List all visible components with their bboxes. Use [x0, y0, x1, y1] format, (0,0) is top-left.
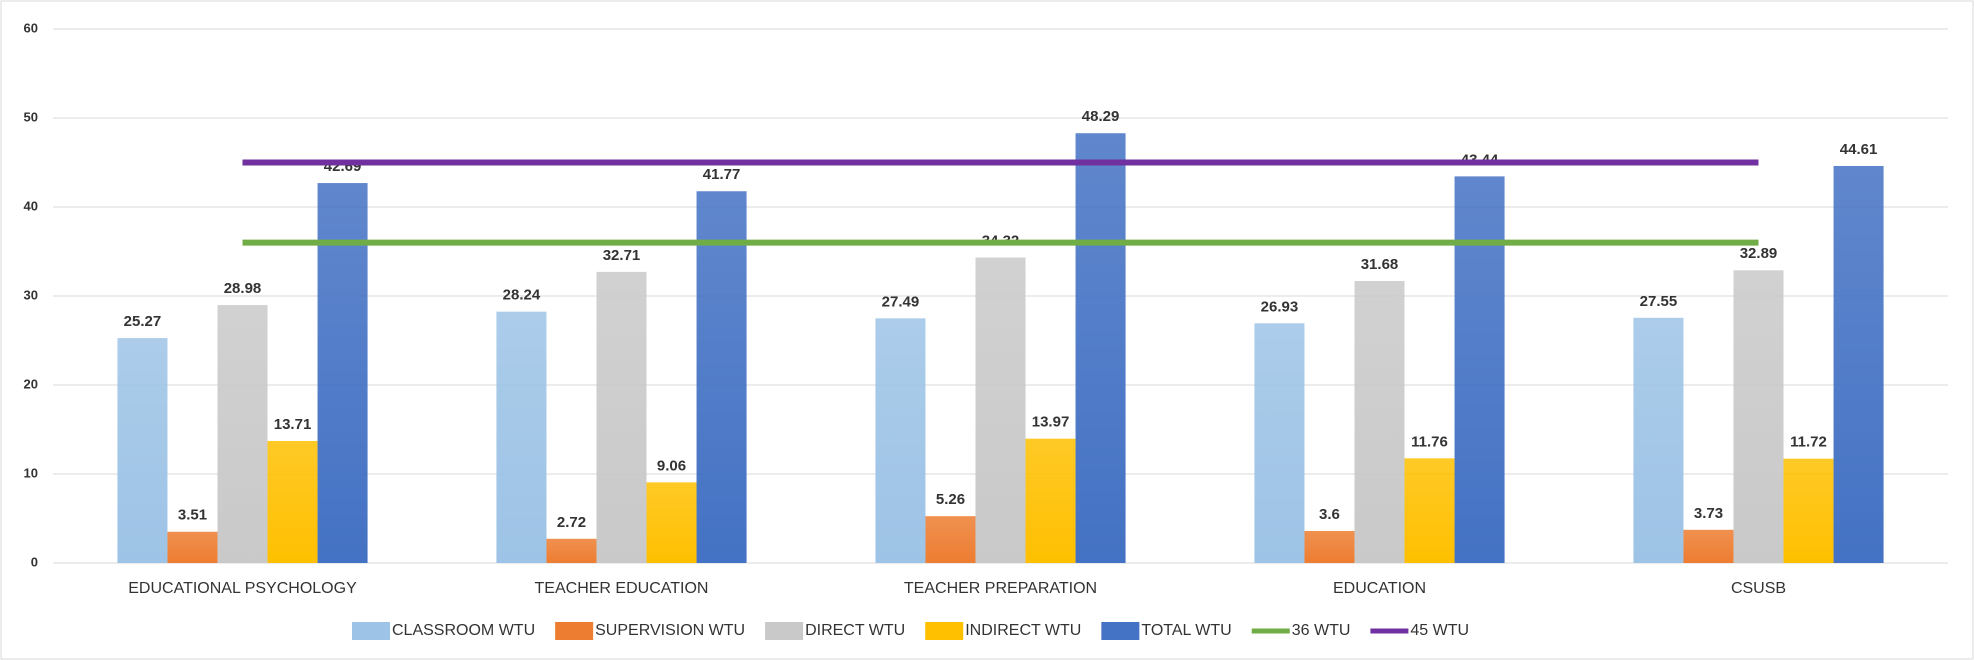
y-tick-label: 10 [24, 465, 38, 480]
y-tick-label: 50 [24, 109, 38, 124]
data-label: 32.71 [603, 247, 641, 264]
data-label: 9.06 [657, 457, 686, 474]
bar [1025, 438, 1076, 563]
bar [1404, 458, 1455, 563]
legend-swatch [1101, 622, 1140, 640]
bar [217, 305, 268, 563]
x-tick-label: TEACHER EDUCATION [535, 580, 709, 597]
data-label: 27.49 [882, 293, 920, 310]
data-label: 26.93 [1261, 298, 1299, 315]
bar [596, 271, 647, 563]
data-label: 44.61 [1840, 141, 1878, 158]
bar [317, 183, 368, 563]
bar [1354, 281, 1405, 563]
bar [1075, 133, 1126, 563]
data-label: 41.77 [703, 166, 741, 183]
x-tick-label: CSUSB [1731, 580, 1786, 597]
data-label: 28.98 [224, 280, 262, 297]
data-label: 3.51 [178, 507, 207, 524]
data-label: 13.97 [1032, 414, 1070, 431]
legend-label: DIRECT WTU [805, 622, 905, 639]
data-label: 13.71 [274, 416, 312, 433]
data-label: 48.29 [1082, 108, 1120, 125]
y-tick-label: 0 [31, 554, 38, 569]
data-label: 5.26 [936, 491, 965, 508]
bar [1254, 323, 1305, 563]
bar [167, 531, 218, 563]
legend-label: INDIRECT WTU [965, 622, 1081, 639]
legend-label: TOTAL WTU [1141, 622, 1231, 639]
bar [1733, 270, 1784, 563]
data-label: 32.89 [1740, 245, 1778, 262]
x-tick-label: EDUCATION [1333, 580, 1426, 597]
y-tick-label: 40 [24, 198, 38, 213]
legend-label: 45 WTU [1410, 622, 1469, 639]
legend-swatch [555, 622, 594, 640]
bar [267, 440, 318, 563]
y-tick-label: 60 [24, 20, 38, 35]
bar [117, 338, 168, 563]
bar [1683, 529, 1734, 563]
data-label: 11.72 [1790, 434, 1827, 451]
bar [925, 516, 976, 563]
data-label: 3.6 [1319, 506, 1340, 523]
data-label: 27.55 [1640, 293, 1678, 310]
bar [496, 311, 547, 563]
x-tick-label: EDUCATIONAL PSYCHOLOGY [128, 580, 357, 597]
bar [975, 257, 1026, 563]
data-label: 28.24 [503, 287, 541, 304]
bar [1833, 165, 1884, 563]
legend-label: SUPERVISION WTU [595, 622, 745, 639]
bar [546, 538, 597, 563]
data-label: 31.68 [1361, 256, 1399, 273]
legend-label: 36 WTU [1292, 622, 1351, 639]
bar [875, 318, 926, 563]
data-label: 2.72 [557, 514, 586, 531]
y-tick-label: 30 [24, 287, 38, 302]
legend-swatch [352, 622, 390, 640]
bar [646, 482, 697, 563]
bar [1304, 530, 1355, 563]
data-label: 3.73 [1694, 505, 1723, 522]
legend-label: CLASSROOM WTU [392, 622, 535, 639]
x-tick-label: TEACHER PREPARATION [904, 580, 1097, 597]
data-label: 11.76 [1411, 433, 1448, 450]
bar [696, 191, 747, 563]
legend-swatch [925, 622, 964, 640]
bar [1633, 317, 1684, 563]
bar [1783, 458, 1834, 563]
y-tick-label: 20 [24, 376, 38, 391]
bar [1454, 176, 1505, 563]
legend-swatch [765, 622, 804, 640]
data-label: 25.27 [124, 313, 162, 330]
